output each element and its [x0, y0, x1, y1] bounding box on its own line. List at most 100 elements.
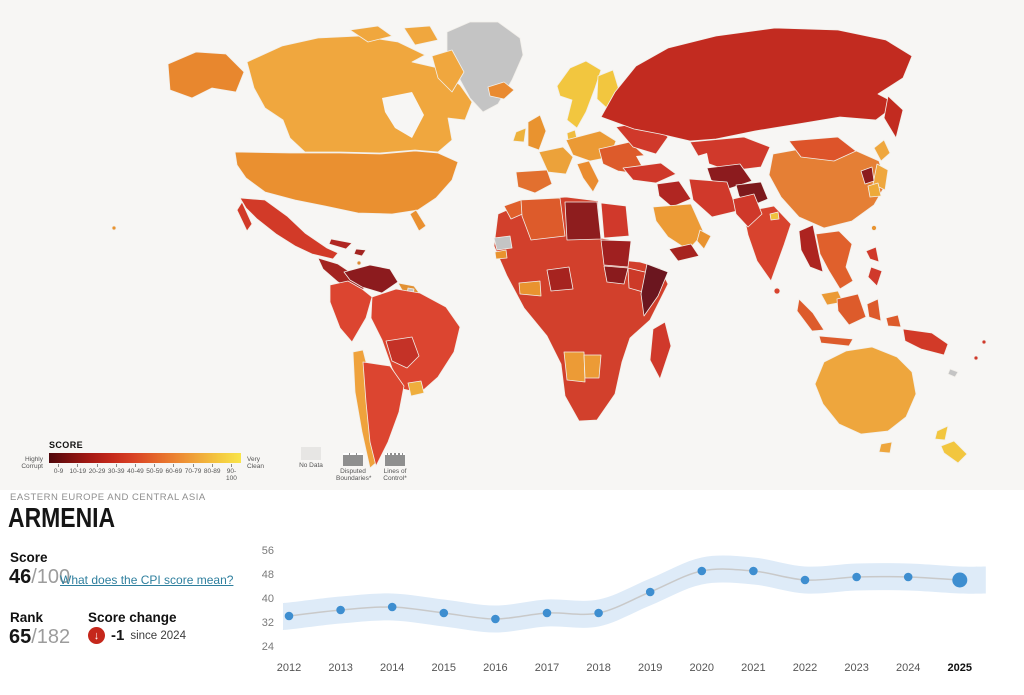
trend-point-2013[interactable] — [336, 605, 345, 615]
region-western-sahara[interactable] — [493, 235, 513, 251]
region-turkey[interactable] — [622, 162, 677, 184]
region-botswana[interactable] — [583, 354, 602, 379]
region-indochina[interactable] — [815, 230, 854, 290]
region-russia[interactable] — [600, 27, 913, 142]
region-papua-new-guinea[interactable] — [902, 328, 949, 356]
region-canada[interactable] — [246, 35, 473, 154]
region-saudi-arabia[interactable] — [652, 203, 705, 251]
region-sudan[interactable] — [600, 239, 632, 268]
region-sri-lanka[interactable] — [773, 287, 781, 295]
trend-point-2021[interactable] — [749, 566, 758, 576]
region-hawaii[interactable] — [111, 225, 117, 231]
region-iberia[interactable] — [515, 169, 553, 194]
region-brazil[interactable] — [370, 288, 461, 394]
cpi-link[interactable]: What does the CPI score mean? — [60, 573, 234, 587]
region-myanmar[interactable] — [798, 224, 824, 273]
region-australia[interactable] — [814, 346, 917, 435]
trend-point-2012[interactable] — [284, 611, 294, 621]
trend-point-2020[interactable] — [697, 566, 707, 576]
trend-point-2019[interactable] — [645, 587, 655, 597]
region-bolivia[interactable] — [385, 336, 420, 369]
region-bhutan[interactable] — [769, 211, 780, 221]
trend-point-2017[interactable] — [542, 608, 552, 618]
region-namibia[interactable] — [563, 351, 586, 383]
region-india[interactable] — [742, 205, 792, 282]
region-oman[interactable] — [696, 229, 712, 250]
legend-tick: 80-89 — [203, 464, 222, 482]
region-nigeria[interactable] — [546, 266, 574, 292]
region-south-sudan[interactable] — [603, 265, 629, 285]
region-cuba[interactable] — [328, 238, 353, 250]
region-mexico[interactable] — [239, 197, 339, 260]
region-algeria[interactable] — [520, 197, 566, 241]
region-hispaniola[interactable] — [353, 248, 367, 257]
region-ireland[interactable] — [512, 127, 527, 143]
region-new-caledonia[interactable] — [947, 368, 959, 378]
region-japan[interactable] — [873, 139, 891, 162]
region-senegal[interactable] — [494, 249, 508, 260]
region-java[interactable] — [818, 335, 854, 347]
region-mexico-baja[interactable] — [236, 201, 253, 232]
trend-point-2015[interactable] — [439, 608, 449, 618]
x-axis-tick: 2016 — [483, 662, 507, 674]
region-pacific-island[interactable] — [981, 339, 987, 345]
region-sulawesi[interactable] — [866, 298, 882, 322]
region-uk[interactable] — [527, 114, 547, 151]
region-ghana[interactable] — [518, 280, 542, 297]
region-scandinavia[interactable] — [556, 60, 602, 129]
region-argentina[interactable] — [362, 361, 405, 467]
region-egypt[interactable] — [600, 202, 630, 239]
trend-point-2018[interactable] — [594, 608, 603, 618]
score-decrease-icon: ↓ — [88, 627, 105, 644]
region-taiwan[interactable] — [871, 225, 877, 231]
region-uruguay[interactable] — [407, 380, 425, 397]
trend-point-2024[interactable] — [903, 572, 913, 582]
score-value: 46/100 — [9, 566, 70, 589]
region-italy[interactable] — [576, 160, 600, 193]
region-venezuela[interactable] — [343, 264, 399, 294]
region-tasmania[interactable] — [878, 441, 893, 454]
region-alaska[interactable] — [167, 51, 245, 99]
map-legend: Highly Corrupt SCORE 0-9 10-19 20-29 30-39 4… — [16, 440, 412, 482]
region-kamchatka[interactable] — [883, 95, 904, 139]
x-axis-tick: 2015 — [432, 662, 456, 674]
region-canada-island[interactable] — [349, 25, 393, 43]
region-new-zealand[interactable] — [940, 440, 968, 464]
legend-right-label: Very Clean — [247, 455, 264, 470]
water-hudson-bay — [382, 92, 424, 138]
score-number: 46 — [9, 566, 32, 588]
trend-point-2016[interactable] — [491, 614, 500, 624]
region-colombia-peru[interactable] — [329, 280, 373, 343]
region-north-korea[interactable] — [860, 166, 875, 185]
trend-point-2025[interactable] — [952, 572, 968, 588]
region-iran[interactable] — [688, 178, 738, 218]
region-pakistan[interactable] — [732, 193, 763, 228]
region-syria-iraq[interactable] — [656, 180, 692, 208]
region-canada-baffin[interactable] — [431, 49, 465, 93]
trend-point-2014[interactable] — [387, 602, 397, 612]
legend-gradient-bar — [49, 453, 241, 463]
region-philippines[interactable] — [867, 266, 883, 287]
country-detail-panel: EASTERN EUROPE AND CENTRAL ASIA ARMENIA … — [0, 490, 1024, 695]
confidence-band — [282, 555, 986, 633]
region-philippines[interactable] — [865, 246, 880, 263]
region-yemen[interactable] — [668, 243, 700, 262]
region-new-zealand[interactable] — [934, 425, 949, 441]
region-fiji[interactable] — [973, 355, 979, 361]
region-france[interactable] — [538, 146, 574, 175]
region-caribbean[interactable] — [356, 260, 362, 266]
region-east-indonesia[interactable] — [885, 314, 902, 328]
trend-point-2022[interactable] — [800, 575, 810, 585]
region-south-korea[interactable] — [867, 182, 882, 198]
region-canada-island[interactable] — [403, 25, 439, 46]
region-sumatra[interactable] — [796, 298, 825, 332]
region-mongolia[interactable] — [788, 136, 857, 162]
region-libya[interactable] — [564, 201, 602, 241]
region-usa-florida[interactable] — [409, 209, 427, 232]
region-borneo[interactable] — [836, 293, 867, 326]
region-madagascar[interactable] — [649, 321, 672, 380]
region-iceland[interactable] — [487, 81, 515, 100]
region-usa[interactable] — [234, 150, 459, 215]
trend-point-2023[interactable] — [852, 572, 861, 582]
region-somalia[interactable] — [640, 263, 669, 317]
